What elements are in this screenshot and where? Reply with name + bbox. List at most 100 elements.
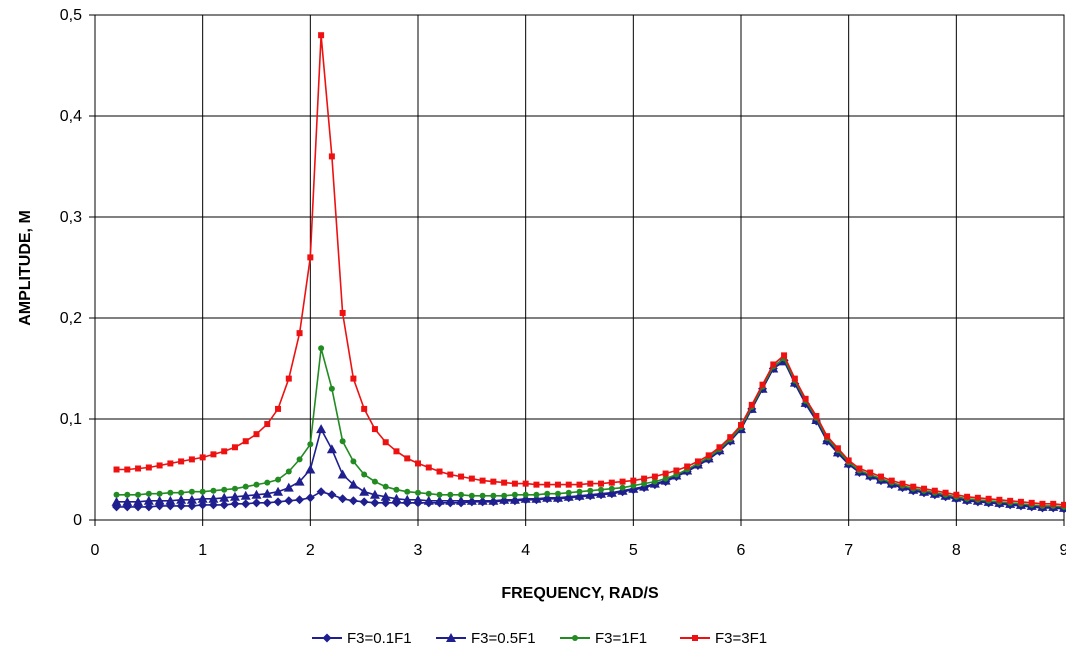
data-point bbox=[1039, 500, 1046, 507]
legend-marker bbox=[692, 635, 698, 641]
data-point bbox=[662, 470, 669, 477]
data-point bbox=[275, 405, 282, 412]
legend-marker bbox=[446, 633, 456, 642]
data-point bbox=[845, 457, 852, 464]
data-point bbox=[501, 479, 508, 486]
data-point bbox=[542, 492, 553, 502]
x-tick-label: 9 bbox=[1060, 542, 1066, 559]
data-point bbox=[434, 495, 445, 505]
data-point bbox=[585, 489, 596, 499]
x-tick-label: 5 bbox=[629, 542, 638, 559]
data-point bbox=[468, 475, 475, 482]
data-point bbox=[522, 480, 529, 487]
data-point bbox=[802, 395, 809, 402]
data-point bbox=[371, 426, 378, 433]
data-point bbox=[273, 486, 284, 496]
data-point bbox=[606, 487, 617, 497]
data-point bbox=[619, 484, 626, 491]
data-point bbox=[370, 498, 380, 508]
data-point bbox=[369, 489, 380, 499]
data-point bbox=[888, 477, 895, 484]
data-point bbox=[415, 489, 421, 496]
data-point bbox=[423, 495, 434, 505]
data-point bbox=[350, 375, 357, 382]
y-tick-label: 0,4 bbox=[60, 108, 82, 125]
data-point bbox=[264, 479, 271, 486]
data-point bbox=[208, 493, 219, 503]
data-point bbox=[111, 496, 122, 506]
legend-label: F3=1F1 bbox=[595, 630, 647, 647]
data-point bbox=[327, 490, 337, 500]
data-point bbox=[165, 495, 176, 505]
legend-label: F3=0.1F1 bbox=[347, 630, 412, 647]
data-point bbox=[554, 490, 561, 497]
data-point bbox=[210, 487, 217, 494]
data-point bbox=[113, 491, 120, 498]
x-tick-label: 7 bbox=[844, 542, 853, 559]
legend-item: F3=1F1 bbox=[560, 630, 647, 647]
data-point bbox=[219, 492, 230, 502]
data-point bbox=[253, 481, 260, 488]
data-point bbox=[124, 466, 131, 473]
data-point bbox=[318, 345, 325, 352]
data-point bbox=[1007, 497, 1014, 504]
data-point bbox=[759, 381, 766, 388]
data-point bbox=[565, 489, 572, 496]
series-4 bbox=[113, 32, 1066, 508]
data-point bbox=[466, 495, 477, 505]
data-point bbox=[295, 495, 305, 505]
data-point bbox=[684, 463, 691, 470]
data-point bbox=[953, 491, 960, 498]
legend-marker bbox=[572, 635, 578, 641]
data-point bbox=[630, 477, 637, 484]
data-point bbox=[662, 475, 669, 482]
data-point bbox=[348, 479, 359, 489]
data-point bbox=[413, 494, 423, 504]
data-point bbox=[337, 469, 348, 479]
data-point bbox=[283, 482, 294, 492]
data-point bbox=[167, 489, 174, 496]
data-point bbox=[791, 375, 798, 382]
data-point bbox=[156, 462, 163, 469]
data-point bbox=[402, 494, 413, 504]
data-point bbox=[210, 451, 217, 458]
data-point bbox=[124, 491, 131, 498]
legend-label: F3=0.5F1 bbox=[471, 630, 536, 647]
data-point bbox=[307, 254, 314, 261]
data-point bbox=[738, 422, 744, 429]
data-point bbox=[533, 491, 540, 498]
data-point bbox=[608, 479, 615, 486]
data-point bbox=[511, 480, 518, 487]
legend-item: F3=0.1F1 bbox=[312, 630, 412, 647]
data-point bbox=[1050, 500, 1057, 507]
data-point bbox=[554, 481, 561, 488]
data-point bbox=[133, 496, 144, 506]
data-point bbox=[380, 491, 391, 501]
data-point bbox=[931, 487, 938, 494]
data-point bbox=[156, 490, 163, 497]
data-point bbox=[522, 491, 529, 498]
data-point bbox=[509, 494, 520, 504]
data-point bbox=[770, 361, 777, 368]
data-point bbox=[921, 485, 928, 492]
data-point bbox=[328, 153, 335, 160]
data-point bbox=[338, 494, 348, 504]
data-point bbox=[552, 492, 563, 502]
data-point bbox=[296, 330, 303, 337]
data-point bbox=[651, 473, 658, 480]
data-point bbox=[533, 481, 540, 488]
x-tick-label: 6 bbox=[737, 542, 746, 559]
series-group bbox=[111, 32, 1066, 514]
data-point bbox=[273, 497, 283, 507]
data-point bbox=[307, 441, 314, 448]
data-point bbox=[361, 405, 368, 412]
data-point bbox=[328, 385, 335, 392]
data-point bbox=[264, 421, 271, 428]
data-point bbox=[563, 491, 574, 501]
x-tick-label: 1 bbox=[198, 542, 207, 559]
x-tick-label: 3 bbox=[414, 542, 423, 559]
data-point bbox=[996, 496, 1003, 503]
data-point bbox=[178, 458, 185, 465]
data-point bbox=[985, 495, 992, 502]
data-point bbox=[490, 478, 497, 485]
